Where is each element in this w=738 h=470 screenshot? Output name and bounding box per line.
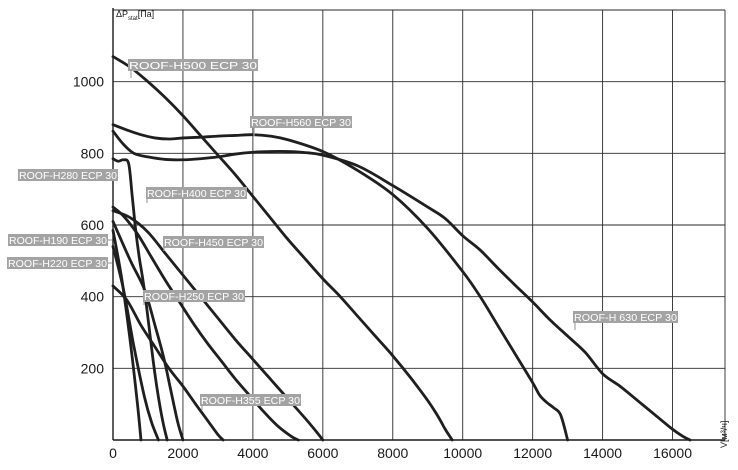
grid xyxy=(112,8,726,441)
x-tick-label: 12000 xyxy=(513,445,552,461)
curve-label-roof-h-630-ecp-30: ROOF-H 630 ECP 30 xyxy=(573,311,678,330)
y-axis-title: ΔPstat[Па] xyxy=(116,9,154,22)
y-tick-label: 400 xyxy=(81,289,105,305)
series-line-roof-h450-ecp-30 xyxy=(111,209,325,442)
label-text: ROOF-H500 ECP 30 xyxy=(129,60,257,72)
label-text: ROOF-H560 ECP 30 xyxy=(251,117,351,129)
curve-label-roof-h355-ecp-30: ROOF-H355 ECP 30 xyxy=(200,394,301,410)
label-text: ROOF-H 630 ECP 30 xyxy=(574,312,677,324)
label-text: ROOF-H190 ECP 30 xyxy=(9,235,107,247)
label-box xyxy=(143,290,245,302)
series-line-roof-h500-ecp-30 xyxy=(111,55,454,442)
x-tick-label: 14000 xyxy=(583,445,622,461)
label-box xyxy=(573,311,678,323)
series-line-roof-h220-ecp-30 xyxy=(111,245,160,442)
label-text: ROOF-H220 ECP 30 xyxy=(8,258,107,270)
x-tick-label: 16000 xyxy=(653,445,692,461)
series-line-roof-h280-ecp-30 xyxy=(111,157,169,442)
x-tick-label: 6000 xyxy=(307,445,338,461)
label-text: ROOF-H355 ECP 30 xyxy=(201,395,300,407)
series-line-roof-h-630-ecp-30 xyxy=(111,129,692,442)
y-axis-title-subscript: stat xyxy=(128,16,138,22)
x-tick-label: 10000 xyxy=(443,445,482,461)
curve-label-roof-h220-ecp-30: ROOF-H220 ECP 30 xyxy=(7,257,112,270)
series-line-roof-h400-ecp-30 xyxy=(111,205,300,442)
label-box xyxy=(163,236,264,248)
x-tick-label: 2000 xyxy=(167,445,198,461)
y-tick-label: 600 xyxy=(81,217,105,233)
label-box xyxy=(250,116,352,128)
y-axis-title-text: ΔPstat[Па] xyxy=(116,9,154,22)
series-line-roof-h250-ecp-30 xyxy=(111,220,185,442)
curve-label-roof-h190-ecp-30: ROOF-H190 ECP 30 xyxy=(8,234,112,247)
label-text: ROOF-H250 ECP 30 xyxy=(144,291,244,303)
label-box xyxy=(18,169,118,181)
label-text: ROOF-H400 ECP 30 xyxy=(147,188,246,200)
x-axis-title: V[м³/ч] xyxy=(719,421,729,448)
series-line-roof-h355-ecp-30 xyxy=(111,284,225,442)
curve-label-roof-h400-ecp-30: ROOF-H400 ECP 30 xyxy=(146,187,247,203)
y-tick-label: 200 xyxy=(81,360,105,376)
label-box xyxy=(200,394,301,406)
y-axis-title-unit: [Па] xyxy=(138,9,154,19)
label-box xyxy=(7,257,108,269)
x-tick-label: 4000 xyxy=(237,445,268,461)
x-axis-title-text: V[м³/ч] xyxy=(719,421,729,448)
label-box xyxy=(8,234,108,246)
axis-ticks: 0 2000 4000 6000 8000 10000 12000 14000 16000 200… xyxy=(73,74,692,461)
y-tick-label: 1000 xyxy=(73,74,104,90)
curve-label-roof-h500-ecp-30: ROOF-H500 ECP 30 xyxy=(128,59,258,78)
series-line-roof-h190-ecp-30 xyxy=(111,228,143,442)
y-tick-label: 800 xyxy=(81,145,105,161)
x-tick-label: 0 xyxy=(109,445,117,461)
curve-label-roof-h250-ecp-30: ROOF-H250 ECP 30 xyxy=(143,290,245,305)
label-text: ROOF-H450 ECP 30 xyxy=(164,237,263,249)
curves xyxy=(111,55,692,442)
label-box xyxy=(128,59,258,71)
curve-label-roof-h560-ecp-30: ROOF-H560 ECP 30 xyxy=(250,116,352,136)
label-text: ROOF-H280 ECP 30 xyxy=(19,170,117,182)
series-line-roof-h560-ecp-30 xyxy=(111,123,570,442)
x-tick-label: 8000 xyxy=(377,445,408,461)
label-box xyxy=(146,187,247,199)
curve-label-roof-h280-ecp-30: ROOF-H280 ECP 30 xyxy=(18,169,118,182)
curve-label-roof-h450-ecp-30: ROOF-H450 ECP 30 xyxy=(163,236,264,251)
curve-labels: ROOF-H500 ECP 30 ROOF-H560 ECP 30 ROOF-H28… xyxy=(7,59,678,410)
y-axis-title-symbol: ΔP xyxy=(116,9,128,19)
